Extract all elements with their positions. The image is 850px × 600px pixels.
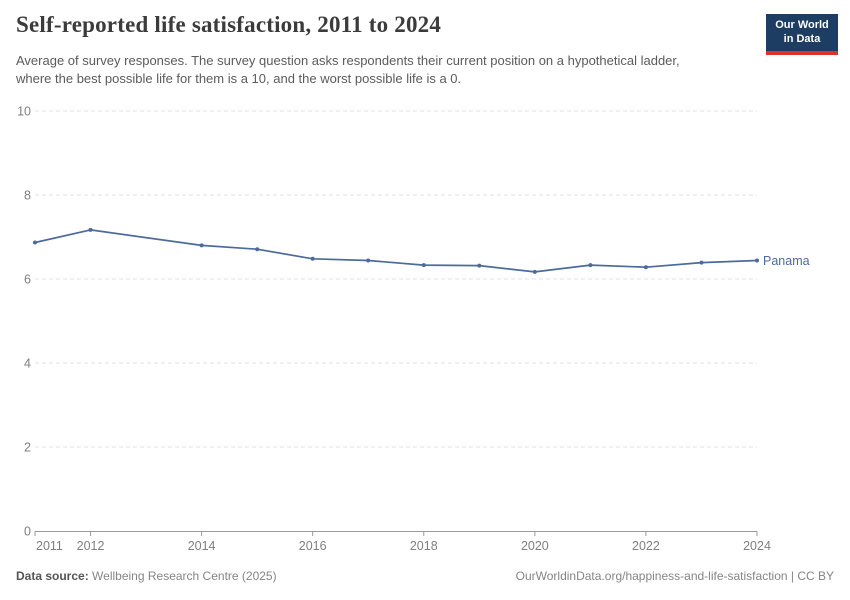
data-point-panama-2011 (33, 240, 37, 245)
data-point-panama-2017 (366, 258, 371, 263)
attribution-link[interactable]: OurWorldinData.org/happiness-and-life-sa… (515, 569, 834, 583)
x-tick-label-2024: 2024 (743, 539, 771, 553)
x-tick-label-2016: 2016 (299, 539, 327, 553)
chart-title: Self-reported life satisfaction, 2011 to… (16, 12, 442, 37)
data-point-panama-2012 (88, 227, 93, 232)
owid-logo: Our World in Data (766, 14, 838, 55)
x-tick-label-2022: 2022 (632, 539, 660, 553)
owid-logo-line1: Our World (775, 19, 829, 31)
y-tick-label-4: 4 (24, 357, 31, 371)
data-point-panama-2021 (588, 263, 593, 268)
data-source-value: Wellbeing Research Centre (2025) (92, 569, 277, 583)
data-point-panama-2022 (643, 265, 648, 270)
y-tick-label-6: 6 (24, 273, 31, 287)
chart-subtitle: Average of survey responses. The survey … (16, 53, 680, 86)
x-tick-label-2014: 2014 (188, 539, 216, 553)
data-point-panama-2020 (532, 269, 537, 274)
series-line-panama (34, 229, 758, 273)
y-tick-label-10: 10 (17, 105, 31, 119)
y-tick-label-8: 8 (24, 189, 31, 203)
chart-footer: Data source: Wellbeing Research Centre (… (16, 569, 834, 583)
data-point-panama-2018 (421, 263, 426, 268)
data-point-panama-2016 (310, 256, 315, 261)
x-tick-label-2012: 2012 (77, 539, 105, 553)
x-tick-label-2018: 2018 (410, 539, 438, 553)
data-point-panama-2014 (199, 243, 204, 248)
y-tick-label-2: 2 (24, 441, 31, 455)
x-tick-label-2020: 2020 (521, 539, 549, 553)
data-source-label: Data source: (16, 569, 89, 583)
data-point-panama-2015 (255, 247, 260, 252)
data-point-panama-2023 (699, 260, 704, 265)
owid-logo-line2: in Data (783, 32, 821, 45)
data-source: Data source: Wellbeing Research Centre (… (16, 569, 277, 583)
data-point-panama-2019 (477, 263, 482, 268)
y-tick-label-0: 0 (24, 525, 31, 539)
series-label-panama[interactable]: Panama (763, 254, 810, 268)
x-tick-label-2011: 2011 (36, 539, 63, 553)
data-point-panama-2024 (755, 258, 759, 263)
